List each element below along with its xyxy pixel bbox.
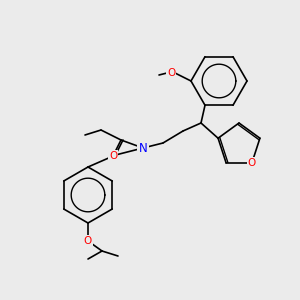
Text: O: O — [84, 236, 92, 246]
Text: O: O — [167, 68, 175, 78]
Text: O: O — [109, 151, 117, 161]
Text: O: O — [248, 158, 256, 168]
Text: N: N — [139, 142, 147, 154]
